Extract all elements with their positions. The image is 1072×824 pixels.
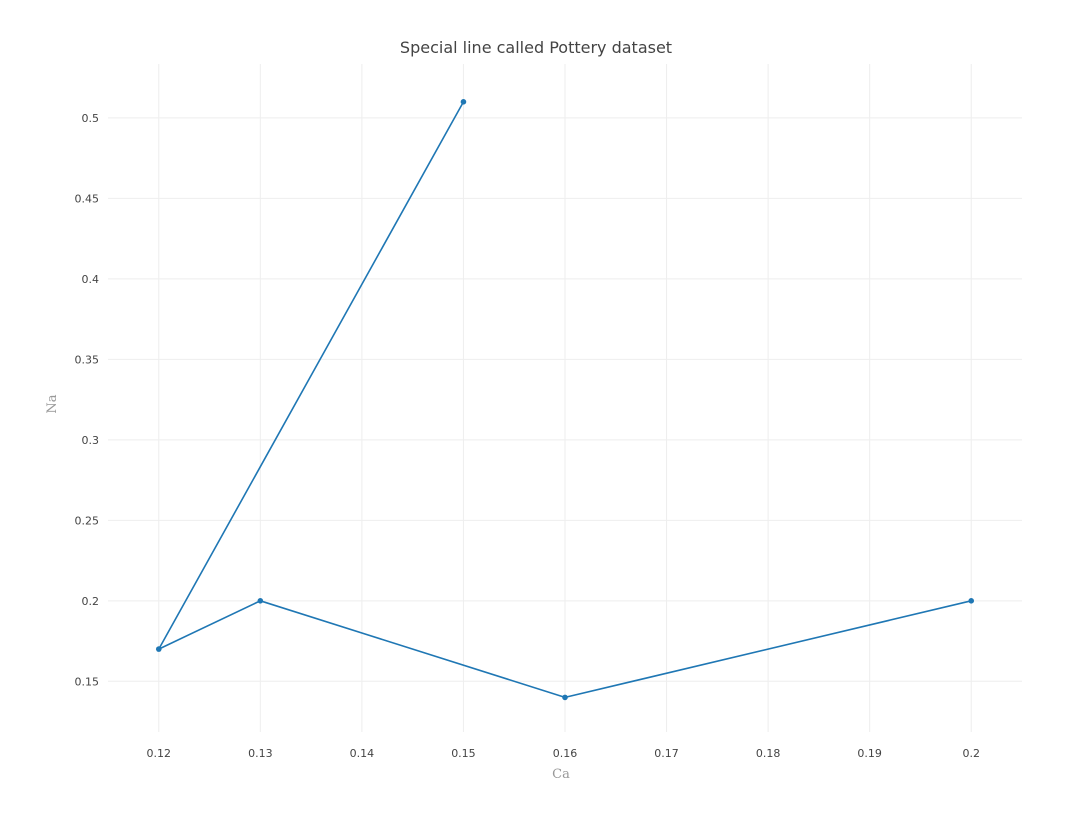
- y-tick-label: 0.45: [75, 192, 100, 205]
- y-axis: 0.15 0.2 0.25 0.3 0.35 0.4 0.45 0.5: [75, 112, 100, 688]
- y-tick-label: 0.15: [75, 675, 100, 688]
- x-tick-label: 0.15: [451, 747, 476, 760]
- y-tick-label: 0.4: [82, 273, 100, 286]
- x-axis: 0.12 0.13 0.14 0.15 0.16 0.17 0.18 0.19 0.2: [147, 747, 980, 760]
- y-tick-label: 0.35: [75, 353, 100, 366]
- x-tick-label: 0.13: [248, 747, 273, 760]
- y-tick-label: 0.5: [82, 112, 100, 125]
- x-tick-label: 0.18: [756, 747, 781, 760]
- series-layer: [155, 99, 975, 701]
- data-point: [562, 694, 568, 701]
- x-tick-label: 0.14: [350, 747, 375, 760]
- x-tick-label: 0.12: [147, 747, 172, 760]
- grid: [108, 64, 1022, 732]
- data-point: [460, 99, 467, 105]
- y-tick-label: 0.2: [82, 595, 100, 608]
- chart-title: Special line called Pottery dataset: [400, 38, 672, 57]
- x-axis-title: Ca: [552, 767, 570, 782]
- y-tick-label: 0.3: [82, 434, 100, 447]
- x-tick-label: 0.17: [654, 747, 679, 760]
- x-tick-label: 0.2: [962, 747, 980, 760]
- y-axis-title: Na: [45, 394, 60, 413]
- data-point: [257, 598, 264, 604]
- data-point: [968, 598, 975, 604]
- x-tick-label: 0.19: [857, 747, 882, 760]
- x-tick-label: 0.16: [553, 747, 578, 760]
- y-tick-label: 0.25: [75, 514, 100, 527]
- data-point: [155, 646, 162, 652]
